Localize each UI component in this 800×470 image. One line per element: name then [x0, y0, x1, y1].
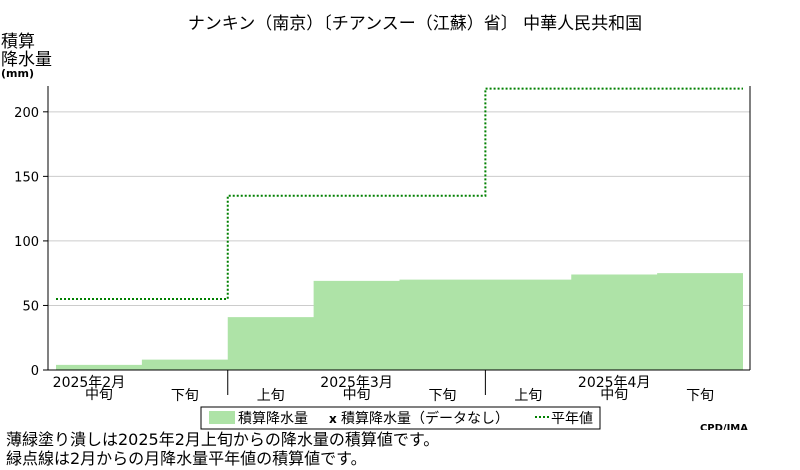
y-tick-label: 200	[14, 106, 39, 121]
x-dekad-label: 中旬	[343, 387, 371, 403]
x-dekad-label: 下旬	[686, 388, 714, 404]
y-tick-label: 100	[14, 235, 39, 250]
note-fill: 薄緑塗り潰しは2025年2月上旬からの降水量の積算値です。	[6, 430, 440, 449]
x-month-label: 2025年2月	[53, 375, 126, 391]
chart-notes: 薄緑塗り潰しは2025年2月上旬からの降水量の積算値です。 緑点線は2月からの月…	[6, 430, 439, 468]
x-dekad-label: 中旬	[85, 387, 113, 403]
x-month-label: 2025年4月	[578, 375, 651, 391]
x-dekad-label: 下旬	[428, 388, 456, 404]
legend-swatch-observed	[209, 411, 235, 424]
legend-box	[200, 406, 601, 430]
legend: 積算降水量 x 積算降水量（データなし） 平年値	[200, 406, 601, 430]
observed-precipitation-area	[56, 273, 743, 370]
y-axis-label-line: 積算	[1, 32, 35, 52]
cumulative-precipitation-chart: ナンキン（南京）〔チアンスー（江蘇）省〕 中華人民共和国積算降水量(mm)050…	[1, 14, 751, 430]
y-tick-label: 150	[14, 170, 39, 185]
note-dotted: 緑点線は2月からの月降水量平年値の積算値です。	[6, 449, 367, 468]
legend-label-missing: 積算降水量（データなし）	[341, 410, 509, 427]
chart-title: ナンキン（南京）〔チアンスー（江蘇）省〕 中華人民共和国	[188, 14, 642, 34]
x-dekad-label: 上旬	[257, 388, 285, 404]
y-axis-label-line: 降水量	[1, 50, 52, 70]
legend-marker-missing: x	[329, 412, 337, 426]
source-label: CPD/JMA	[700, 423, 748, 430]
x-dekad-label: 中旬	[600, 387, 628, 403]
x-dekad-label: 下旬	[171, 388, 199, 404]
y-tick-label: 50	[22, 299, 39, 314]
y-tick-label: 0	[31, 364, 39, 379]
y-axis-label-line: (mm)	[1, 67, 34, 80]
legend-label-observed: 積算降水量	[238, 411, 308, 427]
legend-label-normal: 平年値	[551, 411, 593, 427]
x-dekad-label: 上旬	[514, 388, 542, 404]
x-month-label: 2025年3月	[320, 375, 393, 391]
